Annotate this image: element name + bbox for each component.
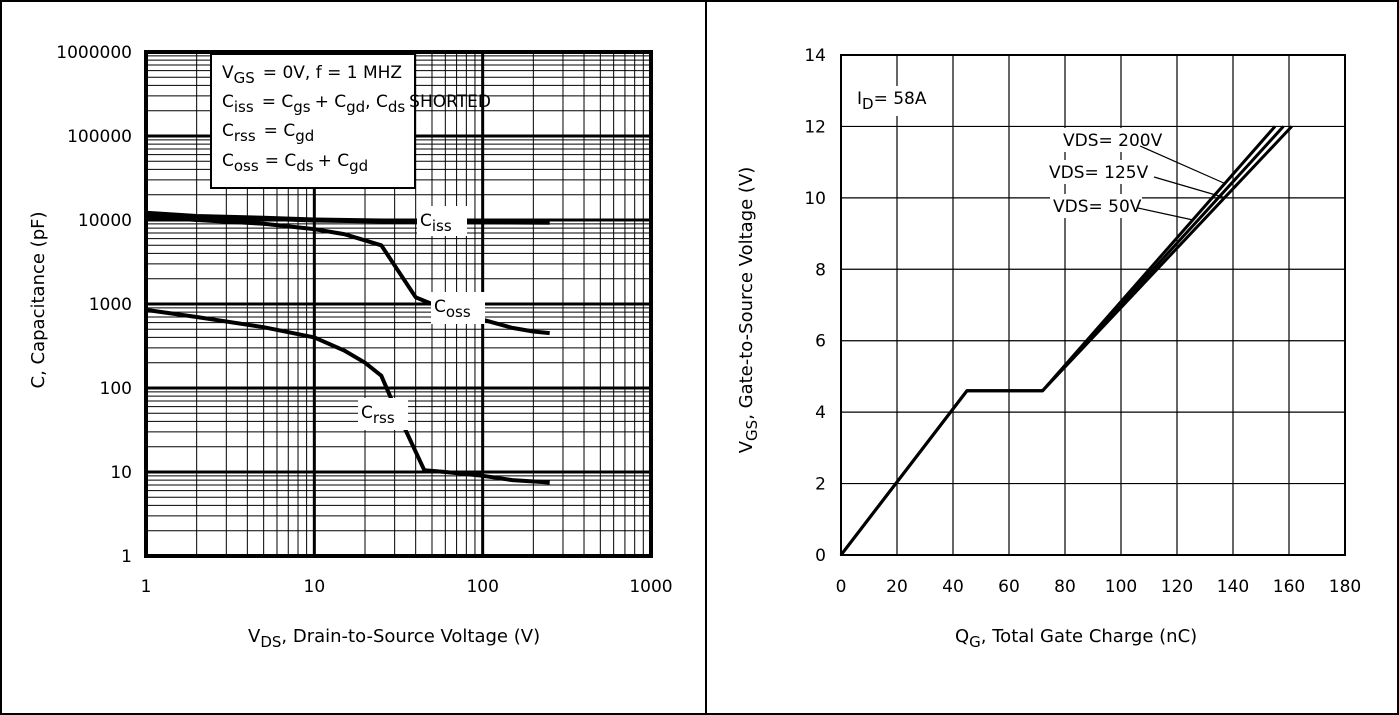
vds-200-label: VDS= 200V bbox=[1063, 131, 1163, 151]
capacitance-legend: VGS = 0V, f = 1 MHZ Ciss = Cgs + Cgd, Cds SH… bbox=[210, 53, 491, 189]
y-tick-label: 12 bbox=[804, 117, 826, 137]
vds-series-labels: VDS= 200V VDS= 125V VDS= 50V bbox=[1046, 128, 1227, 221]
capacitance-tick-labels: 1 10 100 1000 1 10 100 1000 10000 100000 1000000 bbox=[56, 43, 672, 597]
crss-label-bg bbox=[358, 398, 408, 430]
crss-curve bbox=[145, 307, 550, 485]
y-tick-label: 6 bbox=[815, 332, 826, 352]
capacitance-curves bbox=[145, 210, 550, 485]
y-tick-label: 10 bbox=[804, 189, 826, 209]
x-tick-label: 1000 bbox=[629, 577, 672, 597]
y-tick-label: 2 bbox=[815, 475, 826, 495]
svg-text:Ciss: Ciss bbox=[420, 211, 452, 235]
x-tick-label: 100 bbox=[466, 577, 498, 597]
x-tick-label: 60 bbox=[998, 577, 1020, 597]
ciss-curve bbox=[145, 210, 550, 225]
x-tick-label: 0 bbox=[836, 577, 847, 597]
gate-charge-plot-frame bbox=[840, 54, 1346, 556]
vds-50-leader bbox=[1137, 207, 1194, 221]
capacitance-y-axis-label: C, Capacitance (pF) bbox=[28, 212, 49, 389]
vds-label-bg-1 bbox=[1060, 128, 1146, 152]
drain-current-annotation: ID= 58A bbox=[852, 86, 944, 116]
coss-label: Coss bbox=[431, 292, 485, 324]
svg-text:ID= 58A: ID= 58A bbox=[857, 89, 927, 113]
coss-curve bbox=[145, 214, 550, 336]
vds-125-label: VDS= 125V bbox=[1049, 163, 1149, 183]
gate-charge-tick-labels: 0 20 40 60 80 100 120 140 160 180 0 2 4 6 8 10 12 14 bbox=[804, 46, 1361, 597]
coss-label-bg bbox=[431, 292, 485, 324]
y-tick-label: 1 bbox=[121, 547, 132, 567]
drain-current-bg bbox=[852, 86, 944, 116]
vds-200-leader bbox=[1139, 145, 1227, 185]
x-tick-label: 100 bbox=[1105, 577, 1137, 597]
capacitance-x-axis-label: VDS, Drain-to-Source Voltage (V) bbox=[248, 626, 540, 651]
vds-label-bg-3 bbox=[1050, 194, 1142, 218]
vds-50-curve bbox=[839, 125, 1293, 556]
x-tick-label: 20 bbox=[886, 577, 908, 597]
y-tick-label: 10000 bbox=[78, 211, 132, 231]
x-tick-label: 160 bbox=[1273, 577, 1305, 597]
capacitance-plot-frame bbox=[144, 50, 653, 558]
x-tick-label: 120 bbox=[1161, 577, 1193, 597]
gate-charge-x-axis-label: QG, Total Gate Charge (nC) bbox=[955, 626, 1197, 651]
legend-line-1: VGS = 0V, f = 1 MHZ bbox=[222, 63, 402, 87]
x-tick-label: 10 bbox=[304, 577, 326, 597]
x-tick-label: 140 bbox=[1217, 577, 1249, 597]
vds-125-leader bbox=[1153, 176, 1227, 199]
ciss-label-bg bbox=[417, 206, 467, 236]
gate-charge-curves bbox=[839, 125, 1293, 556]
y-tick-label: 14 bbox=[804, 46, 826, 66]
y-tick-label: 100000 bbox=[67, 127, 132, 147]
y-tick-label: 10 bbox=[110, 463, 132, 483]
x-tick-label: 40 bbox=[942, 577, 964, 597]
legend-line-3: Crss = Cgd bbox=[222, 121, 314, 145]
vds-label-bg-2 bbox=[1046, 160, 1156, 184]
crss-label: Crss bbox=[358, 398, 408, 430]
y-tick-label: 8 bbox=[815, 260, 826, 280]
legend-line-2: Ciss = Cgs + Cgd, Cds SHORTED bbox=[222, 92, 491, 116]
y-tick-label: 1000 bbox=[89, 295, 132, 315]
y-tick-label: 100 bbox=[100, 379, 132, 399]
svg-text:Coss: Coss bbox=[434, 297, 471, 321]
x-tick-label: 180 bbox=[1329, 577, 1361, 597]
x-tick-label: 1 bbox=[141, 577, 152, 597]
y-tick-label: 0 bbox=[815, 546, 826, 566]
y-tick-label: 4 bbox=[815, 403, 826, 423]
svg-text:Crss: Crss bbox=[361, 403, 395, 427]
gate-charge-y-axis-label: VGS, Gate-to-Source Voltage (V) bbox=[736, 167, 761, 454]
vds-50-label: VDS= 50V bbox=[1053, 197, 1142, 217]
y-tick-label: 1000000 bbox=[56, 43, 132, 63]
legend-line-4: Coss = Cds + Cgd bbox=[222, 151, 368, 175]
x-tick-label: 80 bbox=[1054, 577, 1076, 597]
legend-box bbox=[210, 53, 416, 189]
ciss-label: Ciss bbox=[417, 206, 467, 236]
